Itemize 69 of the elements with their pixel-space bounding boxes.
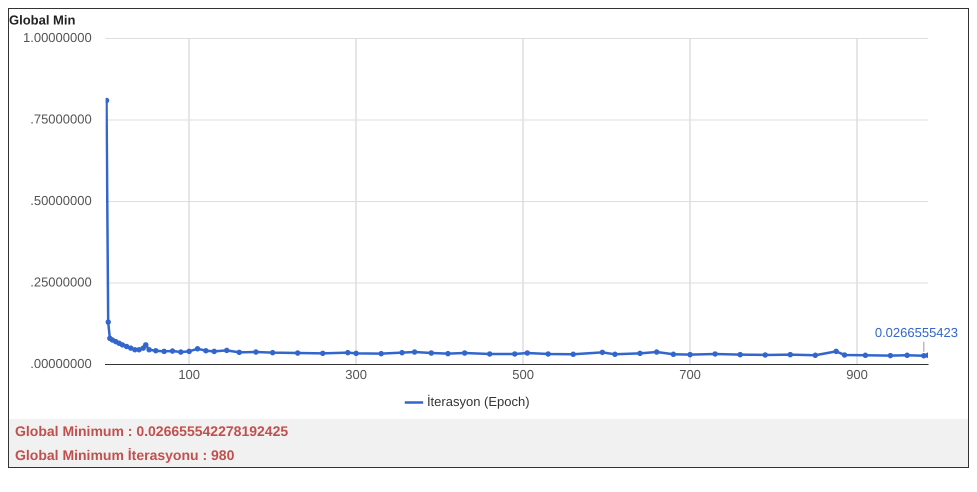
point xyxy=(637,350,643,356)
point xyxy=(399,350,405,356)
point xyxy=(888,352,894,358)
point xyxy=(236,350,242,356)
point xyxy=(124,344,130,350)
point xyxy=(270,350,276,356)
point xyxy=(128,345,134,351)
text: Global Minimum İterasyonu : 980 xyxy=(14,446,236,465)
point xyxy=(110,337,116,343)
point xyxy=(833,348,839,354)
point xyxy=(812,352,818,358)
point xyxy=(904,352,910,358)
point xyxy=(862,352,868,358)
point xyxy=(140,345,146,351)
point xyxy=(345,350,351,356)
point xyxy=(170,348,176,354)
y-tick-label: 1.00000000 xyxy=(22,30,92,46)
point xyxy=(161,348,167,354)
point xyxy=(712,351,718,357)
point xyxy=(320,350,326,356)
point xyxy=(146,346,152,352)
point xyxy=(788,352,793,358)
point xyxy=(921,352,927,358)
chart-title: Global Min xyxy=(9,12,76,28)
text: Global Minimum : 0.026655542278192425 xyxy=(14,422,290,441)
point xyxy=(153,348,159,354)
point xyxy=(524,350,530,356)
point xyxy=(294,350,300,356)
point xyxy=(211,348,217,354)
x-tick-label: 900 xyxy=(846,366,868,382)
y-tick-label: .50000000 xyxy=(30,193,92,208)
point xyxy=(486,351,492,357)
point xyxy=(224,348,230,354)
point xyxy=(378,350,384,356)
point xyxy=(512,351,518,357)
point xyxy=(194,346,200,352)
y-tick-label: .25000000 xyxy=(30,274,92,290)
x-tick-label: 700 xyxy=(679,366,701,382)
legend-label: İterasyon (Epoch) xyxy=(426,394,530,410)
point xyxy=(353,350,359,356)
point xyxy=(842,352,848,358)
x-tick-label: 500 xyxy=(512,366,534,382)
point xyxy=(253,349,259,355)
y-tick-label: .75000000 xyxy=(30,112,92,127)
y-tick-label: .00000000 xyxy=(30,356,92,371)
point xyxy=(570,352,576,358)
point xyxy=(600,350,606,356)
point xyxy=(106,319,111,325)
annotation: 0.0266555423 xyxy=(874,324,958,340)
point xyxy=(120,342,126,348)
x-tick-label: 100 xyxy=(178,366,200,382)
point xyxy=(143,342,149,348)
point xyxy=(116,340,122,346)
point xyxy=(545,351,551,357)
point xyxy=(186,348,192,354)
point xyxy=(654,349,660,355)
point xyxy=(612,352,618,358)
point xyxy=(762,352,768,358)
point xyxy=(462,350,468,356)
point xyxy=(670,352,676,358)
point xyxy=(178,349,184,355)
point xyxy=(412,349,418,355)
point xyxy=(203,348,209,354)
point xyxy=(445,350,451,356)
point xyxy=(428,350,434,356)
x-tick-label: 300 xyxy=(345,366,367,382)
point xyxy=(112,338,118,344)
point xyxy=(687,352,693,358)
point xyxy=(737,352,743,358)
